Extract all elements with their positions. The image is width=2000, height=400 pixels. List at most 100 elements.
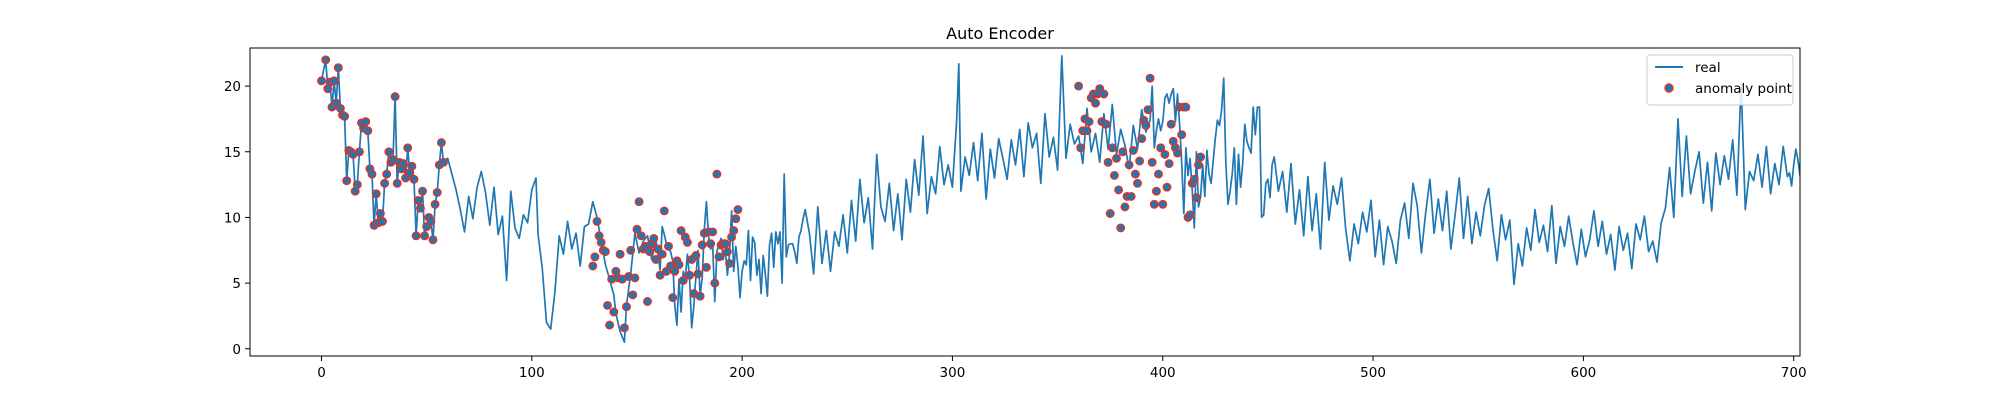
anomaly-point: [430, 199, 440, 209]
x-tick-label: 100: [519, 365, 545, 381]
anomaly-point: [678, 276, 688, 285]
plot-frame: [249, 47, 1801, 357]
legend-marker-swatch: [1664, 83, 1674, 93]
anomaly-point: [676, 226, 686, 236]
anomaly-point: [363, 126, 373, 136]
x-axis: 0 100 200 300 400 500 600 700: [317, 356, 1807, 381]
anomaly-point: [630, 273, 640, 283]
anomaly-point: [1076, 143, 1086, 153]
anomaly-point: [605, 320, 615, 330]
anomaly-point: [645, 247, 655, 257]
anomaly-point: [1173, 148, 1182, 158]
anomaly-point: [354, 147, 364, 157]
plot-area: 0 100 200 300 400 500 600 700 0 5 10 15 20: [224, 47, 1807, 381]
anomaly-point: [600, 247, 610, 257]
anomaly-point: [1143, 105, 1153, 115]
anomaly-point: [1141, 121, 1151, 130]
anomaly-point: [664, 241, 673, 251]
anomaly-point: [420, 231, 430, 241]
anomaly-point: [380, 178, 390, 188]
anomaly-point: [1124, 160, 1134, 170]
anomaly-point: [1116, 223, 1126, 233]
anomaly-point: [697, 240, 707, 250]
anomaly-point: [733, 205, 743, 215]
anomaly-point: [603, 300, 612, 310]
anomaly-point: [436, 138, 446, 148]
anomaly-point: [636, 231, 646, 241]
anomaly-point: [333, 63, 343, 73]
anomaly-point: [682, 237, 692, 247]
anomaly-point: [367, 169, 377, 179]
anomaly-point: [1091, 98, 1100, 108]
anomaly-point: [1120, 202, 1130, 212]
anomaly-point: [1082, 126, 1092, 136]
y-tick-label: 15: [224, 145, 241, 161]
anomaly-point: [1145, 73, 1155, 83]
anomaly-point: [659, 206, 669, 216]
anomaly-point: [415, 203, 425, 213]
anomaly-point: [722, 247, 732, 257]
anomaly-point: [384, 147, 394, 157]
anomaly-point: [1130, 169, 1140, 179]
anomaly-point: [409, 174, 419, 184]
anomaly-point: [1162, 182, 1172, 192]
anomaly-point: [590, 252, 600, 262]
anomaly-point: [426, 216, 436, 226]
anomaly-point: [392, 178, 402, 188]
anomaly-point: [1156, 143, 1166, 153]
anomaly-point: [714, 252, 724, 262]
anomaly-point: [725, 258, 734, 268]
anomaly-point: [329, 76, 339, 86]
series-line-real: [320, 55, 1800, 344]
anomaly-point: [628, 290, 638, 300]
anomaly-point: [712, 169, 722, 179]
x-tick-label: 300: [940, 365, 966, 381]
anomaly-point: [403, 143, 413, 153]
anomaly-point: [411, 231, 421, 241]
anomaly-point: [693, 269, 703, 279]
legend: real anomaly point: [1646, 54, 1794, 106]
anomaly-point: [1133, 178, 1142, 188]
legend-label-anomaly-point: anomaly point: [1695, 81, 1792, 97]
anomaly-point: [670, 266, 680, 276]
anomaly-point: [340, 111, 350, 121]
x-tick-label: 600: [1570, 365, 1596, 381]
anomaly-point: [1137, 134, 1147, 144]
anomaly-point: [317, 76, 326, 86]
anomaly-point: [731, 214, 741, 224]
anomaly-point: [1114, 185, 1124, 195]
anomaly-point: [592, 216, 602, 226]
legend-label-real: real: [1695, 60, 1721, 76]
anomaly-point: [1074, 81, 1084, 91]
anomaly-point: [1105, 209, 1115, 218]
anomaly-point: [378, 216, 387, 226]
anomaly-point: [651, 255, 661, 264]
anomaly-point: [668, 293, 678, 303]
anomaly-point: [413, 195, 423, 205]
anomaly-point: [720, 239, 730, 249]
anomaly-point: [632, 224, 642, 234]
y-axis: 0 5 10 15 20: [224, 79, 250, 358]
anomaly-point: [1151, 186, 1161, 196]
anomaly-point: [622, 302, 631, 312]
anomaly-point: [1147, 157, 1157, 167]
y-tick-label: 5: [232, 276, 241, 292]
anomaly-point: [1160, 149, 1170, 159]
anomaly-point: [1128, 145, 1138, 155]
anomaly-point: [352, 180, 362, 190]
y-tick-label: 0: [232, 342, 241, 358]
anomaly-point: [1099, 89, 1109, 99]
anomaly-point: [1164, 159, 1174, 169]
x-tick-label: 400: [1150, 365, 1176, 381]
anomaly-point: [1191, 193, 1201, 203]
anomaly-point: [685, 270, 695, 280]
anomaly-point: [706, 239, 716, 249]
anomaly-point: [634, 197, 644, 207]
anomaly-point: [708, 227, 718, 237]
anomaly-point: [619, 323, 629, 333]
y-tick-label: 20: [224, 79, 241, 95]
anomaly-point: [1158, 199, 1168, 209]
x-tick-label: 200: [729, 365, 755, 381]
anomaly-point: [649, 233, 659, 243]
